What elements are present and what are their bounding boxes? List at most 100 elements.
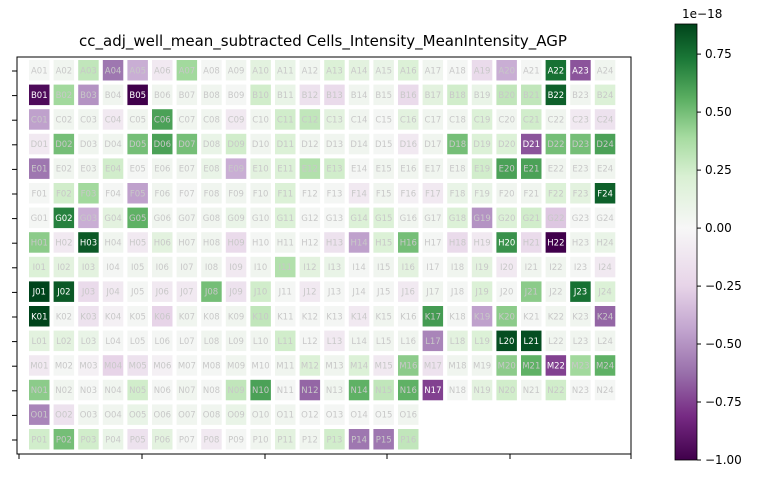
heatmap-cell-M13 — [324, 355, 345, 376]
cell-label-G07: G07 — [178, 214, 195, 224]
cell-label-L12: L12 — [302, 337, 318, 347]
cell-label-B10: B10 — [252, 91, 269, 101]
cell-label-M08: M08 — [202, 362, 220, 372]
heatmap-cell-L07 — [176, 330, 198, 352]
cell-label-C01: C01 — [31, 116, 48, 126]
heatmap-cell-F07 — [176, 183, 198, 204]
cell-label-E11: E11 — [277, 165, 293, 175]
heatmap-cell-D10 — [250, 133, 271, 155]
heatmap-cell-C10 — [250, 109, 271, 130]
cell-label-J21: J21 — [524, 288, 538, 298]
heatmap-cell-M10 — [250, 355, 271, 376]
heatmap-cell-L05 — [127, 330, 148, 352]
heatmap-cell-C14 — [348, 109, 370, 130]
heatmap-cell-O10 — [250, 404, 271, 425]
cell-label-K22: K22 — [548, 312, 564, 322]
heatmap-cell-N13 — [324, 379, 345, 401]
cell-label-N11: N11 — [277, 386, 294, 396]
cell-label-O14: O14 — [350, 411, 368, 421]
cell-label-M15: M15 — [375, 362, 393, 372]
cell-label-H16: H16 — [400, 239, 417, 249]
heatmap-cell-E07 — [176, 158, 198, 179]
heatmap-cell-A08 — [201, 60, 222, 81]
heatmap-cell-D23 — [570, 133, 591, 155]
cell-label-F05: F05 — [130, 189, 146, 199]
cell-label-I20: I20 — [500, 263, 513, 273]
cell-label-J09: J09 — [228, 288, 242, 298]
colorbar-tick-label-3: 0.00 — [705, 221, 732, 235]
cell-label-J15: J15 — [376, 288, 390, 298]
cell-label-I13: I13 — [328, 263, 341, 273]
heatmap-cell-L11 — [275, 330, 296, 352]
heatmap-cell-J11 — [275, 281, 296, 302]
cell-label-B15: B15 — [375, 91, 392, 101]
cell-label-N08: N08 — [203, 386, 220, 396]
cell-label-H22: H22 — [547, 239, 564, 249]
cell-label-K23: K23 — [572, 312, 588, 322]
heatmap-cell-O03 — [78, 404, 99, 425]
heatmap-cell-K19 — [471, 306, 493, 327]
cell-label-I21: I21 — [525, 263, 538, 273]
cell-label-E19: E19 — [474, 165, 490, 175]
cell-label-L04: L04 — [105, 337, 121, 347]
cell-label-G01: G01 — [31, 214, 48, 224]
cell-label-L15: L15 — [376, 337, 392, 347]
heatmap-cell-H05 — [127, 232, 148, 253]
heatmap-cell-D21 — [521, 133, 542, 155]
cell-label-M05: M05 — [129, 362, 147, 372]
cell-label-P03: P03 — [81, 435, 97, 445]
heatmap-cell-I14 — [348, 256, 370, 278]
heatmap-cell-H09 — [225, 232, 247, 253]
cell-label-F24: F24 — [597, 189, 613, 199]
cell-label-I18: I18 — [451, 263, 464, 273]
cell-label-G14: G14 — [350, 214, 367, 224]
cell-label-C20: C20 — [498, 116, 515, 126]
heatmap-cell-J02 — [53, 281, 75, 302]
cell-label-G06: G06 — [154, 214, 171, 224]
cell-label-E10: E10 — [253, 165, 269, 175]
heatmap-cell-G05 — [127, 207, 148, 229]
heatmap-cell-E16 — [398, 158, 419, 179]
heatmap-cell-F05 — [127, 183, 148, 204]
heatmap-cell-K23 — [570, 306, 591, 327]
heatmap-cell-I12 — [299, 256, 321, 278]
heatmap-cell-K14 — [348, 306, 370, 327]
cell-label-L09: L09 — [228, 337, 244, 347]
cell-label-P11: P11 — [277, 435, 293, 445]
heatmap-cell-M18 — [447, 355, 468, 376]
cell-label-A19: A19 — [474, 66, 491, 76]
cell-label-G21: G21 — [523, 214, 540, 224]
cell-label-P07: P07 — [179, 435, 195, 445]
cell-label-G04: G04 — [104, 214, 121, 224]
cell-label-D17: D17 — [424, 140, 441, 150]
cell-label-N06: N06 — [154, 386, 171, 396]
cell-label-O01: O01 — [31, 411, 49, 421]
heatmap-cell-F08 — [201, 183, 222, 204]
cell-label-E05: E05 — [130, 165, 146, 175]
heatmap-cell-B18 — [447, 84, 468, 106]
cell-label-M18: M18 — [448, 362, 466, 372]
heatmap-cell-K02 — [53, 306, 75, 327]
cell-label-C21: C21 — [523, 116, 540, 126]
cell-label-C22: C22 — [548, 116, 565, 126]
heatmap-cell-M24 — [594, 355, 616, 376]
cell-label-M14: M14 — [350, 362, 368, 372]
cell-label-B21: B21 — [523, 91, 540, 101]
cell-label-F06: F06 — [154, 189, 170, 199]
heatmap-cell-N09 — [225, 379, 247, 401]
cell-label-H23: H23 — [572, 239, 589, 249]
cell-label-M20: M20 — [498, 362, 516, 372]
heatmap-cell-H14 — [348, 232, 370, 253]
heatmap-cell-E18 — [447, 158, 468, 179]
cell-label-K01: K01 — [31, 312, 47, 322]
cell-label-A15: A15 — [375, 66, 392, 76]
heatmap-cell-P07 — [176, 429, 198, 450]
heatmap-cell-B19 — [471, 84, 493, 106]
heatmap-cell-M15 — [373, 355, 394, 376]
heatmap-cell-H04 — [102, 232, 124, 253]
cell-label-D22: D22 — [547, 140, 564, 150]
heatmap-cell-M01 — [29, 355, 50, 376]
heatmap-cell-J08 — [201, 281, 222, 302]
cell-label-O10: O10 — [252, 411, 270, 421]
